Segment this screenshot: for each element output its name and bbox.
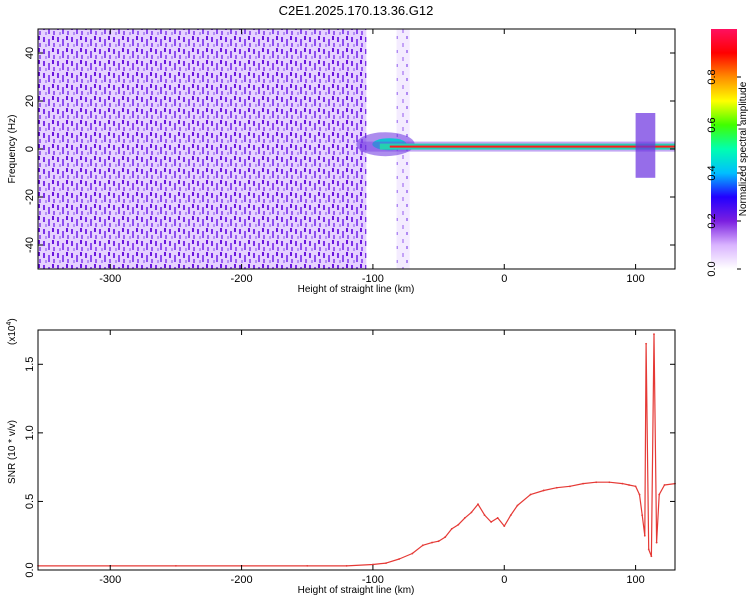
snr-point: [647, 548, 650, 551]
x-tick-label: -100: [362, 574, 384, 586]
y-tick-label: 1.0: [24, 425, 36, 440]
x-tick-label: -200: [231, 273, 253, 285]
noise-band: [38, 29, 367, 269]
y-tick-label: 20: [24, 95, 36, 107]
x-tick-label: -200: [231, 574, 253, 586]
y-tick-label: 0.0: [24, 562, 36, 577]
y-tick-label: 0.5: [24, 494, 36, 509]
snr-point: [621, 482, 624, 485]
snr-point: [437, 540, 440, 543]
snr-point: [457, 523, 460, 526]
snr-point: [483, 514, 486, 517]
snr-point: [470, 511, 473, 514]
snr-y-label: SNR (10 * v/v): [7, 420, 18, 484]
y-tick-label: 0: [24, 146, 36, 152]
y-tick-label: 1.5: [24, 357, 36, 372]
snr-multiplier-close: ): [7, 318, 18, 321]
snr-point: [529, 493, 532, 496]
snr-point: [643, 534, 646, 537]
snr-frame: [37, 329, 676, 571]
snr-point: [638, 493, 641, 496]
x-tick-label: 100: [626, 574, 644, 586]
snr-point: [555, 486, 558, 489]
snr-point: [655, 541, 658, 544]
snr-series-line: [38, 333, 676, 567]
snr-point: [542, 489, 545, 492]
snr-point: [411, 552, 414, 555]
snr-point: [663, 484, 666, 486]
snr-y-axis: 0.0 0.5 1.0 1.5: [24, 357, 675, 578]
snr-point: [595, 481, 598, 484]
snr-y-multiplier: (x104): [6, 318, 18, 345]
snr-point: [653, 333, 655, 336]
snr-point: [463, 516, 466, 519]
snr-line-layer: [37, 333, 676, 567]
snr-point: [658, 493, 661, 496]
spectrogram-y-label: Frequency (Hz): [7, 115, 18, 184]
colorbar-axis: 0.0 0.2 0.4 0.6 0.8: [706, 69, 741, 277]
signal-line: [389, 145, 675, 148]
y-tick-label: -20: [24, 189, 36, 205]
spike: [635, 113, 656, 178]
snr-point: [634, 485, 637, 488]
snr-plot-area: [38, 330, 675, 570]
x-tick-label: 100: [626, 273, 644, 285]
snr-point: [641, 514, 644, 517]
chart-title: C2E1.2025.170.13.36.G12: [279, 3, 434, 18]
snr-x-axis: -300 -200 -100 0 100: [99, 330, 645, 586]
colorbar-scale: [711, 29, 737, 269]
snr-point: [496, 516, 499, 519]
snr-point: [345, 564, 348, 567]
snr-point: [306, 564, 309, 567]
snr-point: [372, 563, 374, 566]
x-tick-label: 0: [501, 574, 507, 586]
snr-point: [509, 514, 512, 517]
spectrogram-heatmap: [38, 29, 675, 269]
snr-point: [490, 521, 493, 523]
snr-point: [398, 558, 401, 560]
snr-point: [628, 484, 630, 486]
snr-point: [503, 525, 506, 528]
snr-point: [608, 481, 611, 484]
x-tick-label: 0: [501, 273, 507, 285]
snr-panel: -300 -200 -100 0 100 0.0 0.5 1.0 1.5 Height of …: [6, 318, 676, 596]
x-tick-label: -300: [99, 273, 121, 285]
colorbar-tick-label: 0.4: [706, 165, 718, 180]
spectrogram-x-axis: -300 -200 -100 0 100: [99, 29, 645, 285]
snr-point: [477, 503, 479, 506]
snr-point: [569, 485, 571, 488]
colorbar-label: Normalized spectral amplitude: [738, 81, 749, 216]
y-tick-label: -40: [24, 237, 36, 253]
x-tick-label: -300: [99, 574, 121, 586]
snr-point: [645, 342, 648, 345]
snr-point: [582, 482, 584, 485]
snr-point: [444, 536, 447, 538]
snr-point: [421, 544, 424, 547]
y-tick-label: 40: [24, 47, 36, 59]
snr-point: [450, 527, 453, 530]
colorbar: 0.0 0.2 0.4 0.6 0.8 Normalized spectral ampl…: [706, 29, 749, 277]
snr-multiplier-exponent: 4: [6, 322, 13, 326]
spectrogram-y-axis: -40 -20 0 20 40: [24, 47, 675, 253]
snr-multiplier-base: (x10: [7, 325, 18, 345]
x-tick-label: -100: [362, 273, 384, 285]
snr-x-label: Height of straight line (km): [298, 585, 415, 596]
snr-point: [650, 555, 653, 558]
snr-point: [175, 564, 177, 567]
colorbar-tick-label: 0.8: [706, 69, 718, 84]
spectrogram-x-label: Height of straight line (km): [298, 284, 415, 295]
colorbar-tick-label: 0.0: [706, 261, 718, 276]
snr-point: [516, 504, 519, 507]
snr-point: [431, 541, 433, 544]
colorbar-tick-label: 0.2: [706, 213, 718, 228]
colorbar-tick-label: 0.6: [706, 117, 718, 132]
snr-point: [385, 562, 387, 565]
